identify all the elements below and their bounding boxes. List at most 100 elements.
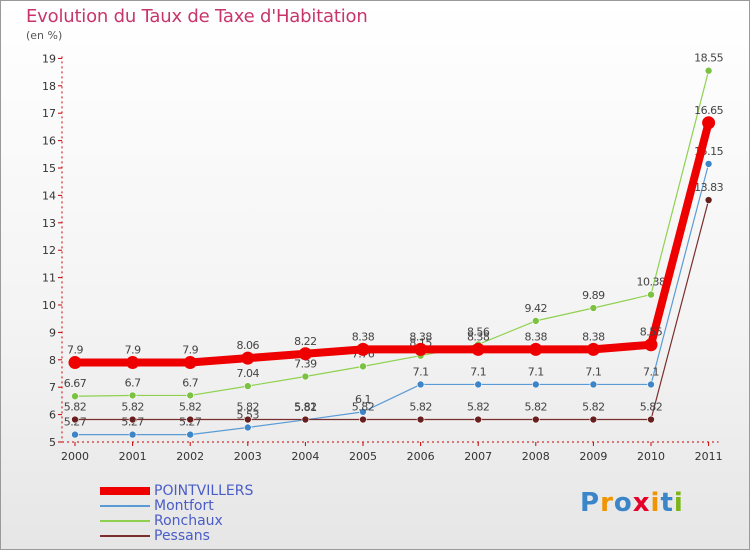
y-tick-label: 19: [42, 52, 56, 65]
data-label-montfort: 7.1: [470, 365, 486, 378]
data-point-pointvillers: [126, 356, 140, 370]
y-tick-label: 16: [42, 135, 56, 148]
legend-item-ronchaux: Ronchaux: [100, 514, 253, 529]
x-tick-label: 2005: [349, 450, 377, 463]
data-point-montfort: [647, 380, 655, 389]
logo-letter: o: [613, 488, 633, 518]
data-point-pointvillers: [356, 342, 370, 356]
data-label-pointvillers: 8.22: [294, 335, 317, 348]
logo-letter: i: [650, 488, 661, 518]
x-tick-label: 2004: [291, 450, 319, 463]
data-label-pointvillers: 8.38: [582, 330, 605, 343]
data-point-pessans: [474, 415, 483, 424]
data-label-pessans: 5.82: [121, 401, 144, 414]
data-label-montfort: 5.53: [237, 408, 260, 421]
x-tick-label: 2009: [579, 450, 607, 463]
data-label-pessans: 5.82: [352, 401, 375, 414]
data-label-montfort: 5.81: [294, 401, 317, 414]
y-tick-label: 10: [42, 299, 56, 312]
logo-letter: t: [660, 488, 674, 518]
data-label-montfort: 6.1: [355, 393, 371, 406]
data-label-pointvillers: 8.55: [640, 326, 663, 339]
data-point-pessans: [244, 415, 252, 424]
x-tick-label: 2002: [176, 450, 204, 463]
y-tick-label: 8: [49, 354, 56, 367]
data-label-pointvillers: 8.38: [352, 330, 375, 343]
data-label-pointvillers: 8.38: [409, 330, 432, 343]
data-point-pointvillers: [68, 356, 82, 370]
data-label-pointvillers: 7.9: [67, 344, 83, 357]
y-tick-label: 5: [49, 436, 56, 449]
data-label-pessans: 5.82: [179, 401, 202, 414]
data-label-pessans: 5.82: [525, 401, 548, 414]
data-point-ronchaux: [589, 304, 598, 312]
data-point-pointvillers: [644, 338, 658, 352]
data-point-montfort: [531, 380, 540, 389]
logo-letter: i: [673, 488, 684, 518]
logo-letter: r: [600, 488, 614, 518]
data-label-ronchaux: 6.7: [125, 376, 141, 389]
x-tick-label: 2008: [522, 450, 550, 463]
data-point-montfort: [71, 430, 79, 439]
data-label-montfort: 7.1: [413, 365, 429, 378]
data-point-pointvillers: [586, 342, 600, 356]
data-label-pointvillers: 8.06: [237, 339, 260, 352]
y-tick-label: 11: [42, 272, 56, 285]
y-tick-label: 7: [49, 381, 56, 394]
data-point-ronchaux: [128, 391, 137, 400]
data-point-pessans: [416, 415, 425, 424]
data-label-pessans: 13.83: [694, 181, 723, 194]
data-point-ronchaux: [71, 392, 79, 401]
data-label-ronchaux: 9.42: [525, 302, 548, 315]
legend-label-pessans: Pessans: [154, 528, 210, 544]
data-label-pessans: 5.82: [64, 401, 87, 414]
series-line-pointvillers: [71, 118, 713, 367]
legend-item-montfort: Montfort: [100, 499, 253, 514]
data-point-ronchaux: [647, 290, 655, 299]
series-line-montfort: [74, 163, 710, 436]
y-tick-label: 14: [42, 189, 56, 202]
data-point-montfort: [128, 430, 137, 439]
chart-title: Evolution du Taux de Taxe d'Habitation: [26, 6, 368, 27]
y-tick-label: 17: [42, 107, 56, 120]
data-label-montfort: 7.1: [528, 365, 544, 378]
data-label-ronchaux: 7.04: [237, 367, 260, 380]
legend-label-pointvillers: POINTVILLERS: [154, 483, 254, 499]
chart-unit-label: (en %): [26, 29, 63, 42]
data-point-montfort: [416, 380, 425, 389]
legend-swatch-ronchaux: [100, 520, 150, 522]
legend-swatch-montfort: [100, 505, 150, 507]
x-tick-label: 2001: [119, 450, 147, 463]
data-point-pessans: [128, 415, 137, 424]
data-point-ronchaux: [186, 391, 194, 400]
data-point-pessans: [589, 415, 598, 424]
data-label-ronchaux: 18.55: [694, 52, 723, 65]
x-tick-label: 2010: [637, 450, 665, 463]
series-line-pessans: [74, 199, 710, 421]
data-point-pointvillers: [702, 116, 716, 130]
data-point-ronchaux: [244, 382, 252, 390]
proxiti-logo: Proxiti: [580, 488, 684, 518]
data-label-ronchaux: 6.7: [182, 376, 198, 389]
data-label-pointvillers: 8.38: [525, 330, 548, 343]
data-point-pessans: [186, 415, 194, 424]
data-point-montfort: [244, 423, 252, 432]
data-label-pessans: 5.82: [582, 401, 605, 414]
series-line-ronchaux: [74, 70, 710, 397]
x-tick-label: 2007: [464, 450, 492, 463]
data-label-pessans: 5.82: [294, 401, 317, 414]
y-tick-label: 18: [42, 80, 56, 93]
data-point-pointvillers: [241, 351, 255, 365]
data-label-pointvillers: 7.9: [182, 344, 198, 357]
data-point-montfort: [704, 160, 713, 168]
data-label-ronchaux: 8.56: [467, 325, 490, 338]
logo-letter: P: [580, 488, 601, 518]
data-point-ronchaux: [301, 372, 310, 381]
x-tick-label: 2003: [234, 450, 262, 463]
data-point-pointvillers: [529, 342, 543, 356]
y-tick-label: 13: [42, 217, 56, 230]
data-point-pointvillers: [471, 342, 485, 356]
data-label-pointvillers: 7.9: [125, 344, 141, 357]
